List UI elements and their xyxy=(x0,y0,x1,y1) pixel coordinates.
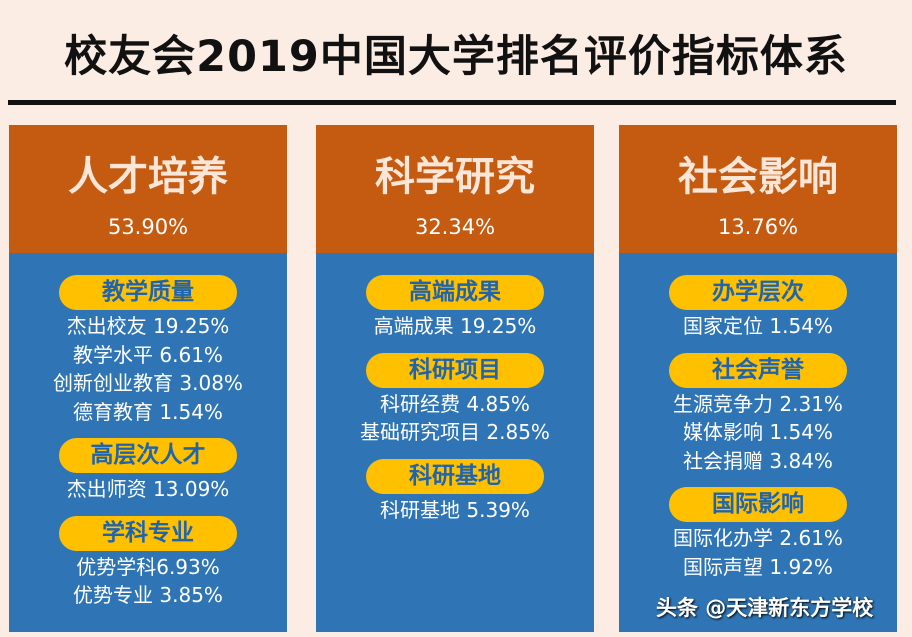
indicator-item: 杰出校友 19.25% xyxy=(66,314,230,338)
indicator-item: 生源竞争力 2.31% xyxy=(673,391,843,416)
indicator-item: 国际化办学 2.61% xyxy=(673,526,843,550)
indicator-item: 德育教育 1.54% xyxy=(73,399,223,424)
category-name: 人才培养 xyxy=(68,154,228,200)
subcategory-label: 科研项目 xyxy=(366,352,544,388)
subcategory-label: 科研基地 xyxy=(366,458,544,494)
indicator-item: 杰出师资 13.09% xyxy=(66,477,230,501)
subcategory-label: 社会声誉 xyxy=(669,352,847,388)
indicator-item: 媒体影响 1.54% xyxy=(683,420,833,444)
category-header: 社会影响 13.76% xyxy=(619,125,897,253)
category-header: 人才培养 53.90% xyxy=(9,125,287,253)
subcategory-label: 办学层次 xyxy=(669,275,847,310)
indicator-item: 优势专业 3.85% xyxy=(73,583,223,607)
watermark: 头条 @天津新东方学校 xyxy=(656,596,874,620)
indicator-item: 国家定位 1.54% xyxy=(683,314,833,338)
category-column: 人才培养 53.90% 教学质量杰出校友 19.25% 教学水平 6.61% 创新创… xyxy=(9,125,287,632)
category-name: 社会影响 xyxy=(678,154,838,200)
indicator-item: 优势学科6.93% xyxy=(76,554,220,579)
category-column: 社会影响 13.76% 办学层次国家定位 1.54% 社会声誉生源竞争力 2.31… xyxy=(619,125,897,632)
subcategory-label: 教学质量 xyxy=(59,275,237,310)
indicator-item: 科研经费 4.85% xyxy=(380,391,530,416)
category-body: 办学层次国家定位 1.54% 社会声誉生源竞争力 2.31% 媒体影响 1.54% 社… xyxy=(619,253,897,581)
category-weight: 53.90% xyxy=(107,215,189,239)
category-weight: 32.34% xyxy=(414,215,496,239)
category-column: 科学研究 32.34% 高端成果高端成果 19.25% 科研项目科研经费 4.85… xyxy=(316,125,594,632)
indicator-item: 国际声望 1.92% xyxy=(683,554,833,579)
category-body: 教学质量杰出校友 19.25% 教学水平 6.61% 创新创业教育 3.08% 德育教… xyxy=(9,253,287,610)
category-weight: 13.76% xyxy=(717,215,799,239)
title-divider xyxy=(8,100,896,105)
indicator-item: 教学水平 6.61% xyxy=(73,342,223,367)
subcategory-label: 高层次人才 xyxy=(59,438,237,473)
indicator-item: 科研基地 5.39% xyxy=(380,497,530,522)
page-title: 校友会2019中国大学排名评价指标体系 xyxy=(64,32,848,82)
subcategory-label: 学科专业 xyxy=(59,515,237,551)
indicator-item: 基础研究项目 2.85% xyxy=(360,420,550,444)
indicator-item: 创新创业教育 3.08% xyxy=(53,371,243,395)
subcategory-label: 高端成果 xyxy=(366,275,544,310)
subcategory-label: 国际影响 xyxy=(669,487,847,522)
indicator-item: 社会捐赠 3.84% xyxy=(683,448,833,473)
category-body: 高端成果高端成果 19.25% 科研项目科研经费 4.85% 基础研究项目 2.85… xyxy=(316,253,594,524)
category-header: 科学研究 32.34% xyxy=(316,125,594,253)
category-name: 科学研究 xyxy=(375,154,535,200)
indicator-item: 高端成果 19.25% xyxy=(373,314,537,338)
